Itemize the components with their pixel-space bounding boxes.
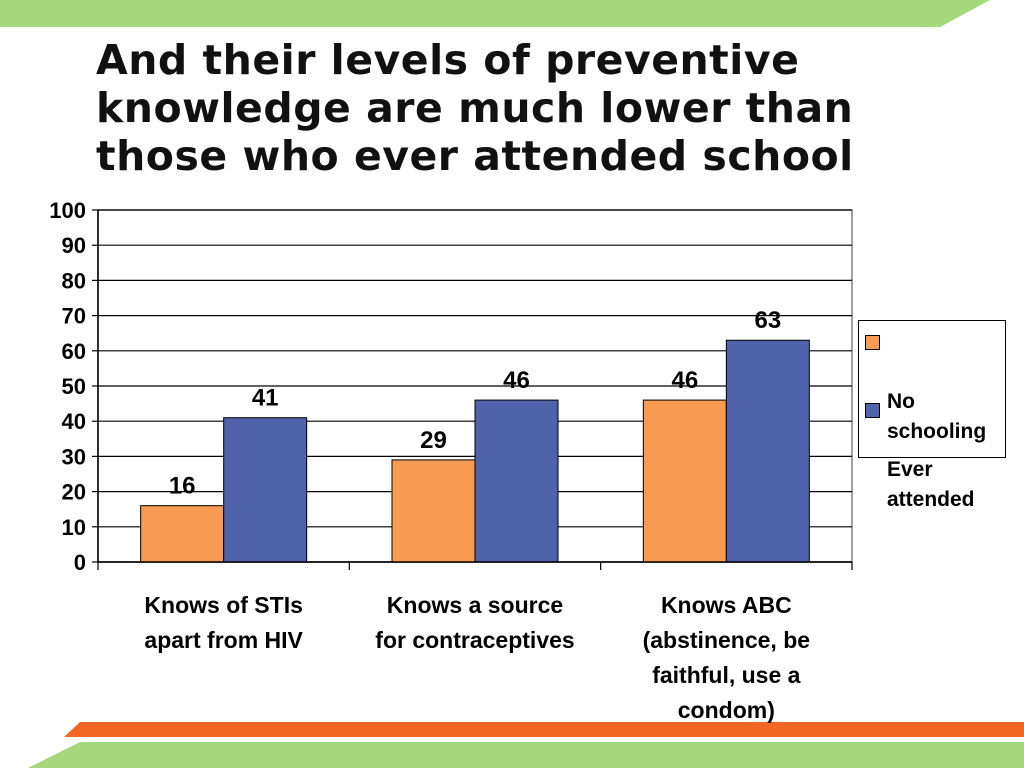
legend-item-ever-attended: Ever attended (865, 395, 975, 545)
x-category-label: Knows of STIs apart from HIV (144, 592, 303, 653)
y-tick-label: 0 (74, 550, 86, 575)
bar-ever-attended (223, 417, 308, 563)
legend: No schooling Ever attended (858, 320, 1006, 511)
y-tick-label: 10 (62, 515, 86, 540)
x-category-label: Knows a source for contraceptives (375, 592, 575, 653)
bar-ever-attended (725, 339, 810, 563)
bar-no-schooling (140, 505, 225, 563)
y-tick-label: 60 (62, 339, 86, 364)
data-label-ever-attended: 63 (754, 307, 781, 334)
y-tick-label: 40 (62, 409, 86, 434)
y-tick-label: 50 (62, 374, 86, 399)
y-tick-label: 100 (49, 198, 86, 223)
y-tick-label: 30 (62, 444, 86, 469)
y-tick-label: 90 (62, 233, 86, 258)
legend-swatch-ever-attended (865, 403, 880, 418)
axes: 0 10 20 30 40 50 60 70 80 90 100 (49, 198, 853, 575)
legend-item-no-schooling: No schooling (865, 327, 986, 477)
data-label-no-schooling: 16 (169, 473, 196, 500)
data-labels: 16 41 29 46 46 63 (169, 307, 781, 499)
y-tick-label: 80 (62, 268, 86, 293)
slide-title: And their levels of preventive knowledge… (96, 36, 854, 180)
y-tick-label: 20 (62, 480, 86, 505)
bottom-green-band (28, 742, 1024, 768)
data-label-no-schooling: 29 (420, 427, 447, 454)
bottom-orange-stripe (64, 722, 1024, 737)
legend-label-no-schooling: No schooling (887, 390, 987, 443)
legend-label-ever-attended: Ever attended (887, 458, 975, 511)
bars (140, 339, 810, 563)
bar-ever-attended (474, 399, 559, 563)
bar-no-schooling (642, 399, 727, 563)
x-category-label: Knows ABC (abstinence, be faithful, use … (642, 592, 811, 723)
data-label-ever-attended: 41 (252, 385, 279, 412)
data-label-ever-attended: 46 (503, 367, 530, 394)
top-green-band (0, 0, 990, 27)
y-tick-label: 70 (62, 304, 86, 329)
legend-swatch-no-schooling (865, 335, 880, 350)
bar-no-schooling (391, 459, 476, 563)
data-label-no-schooling: 46 (671, 367, 698, 394)
